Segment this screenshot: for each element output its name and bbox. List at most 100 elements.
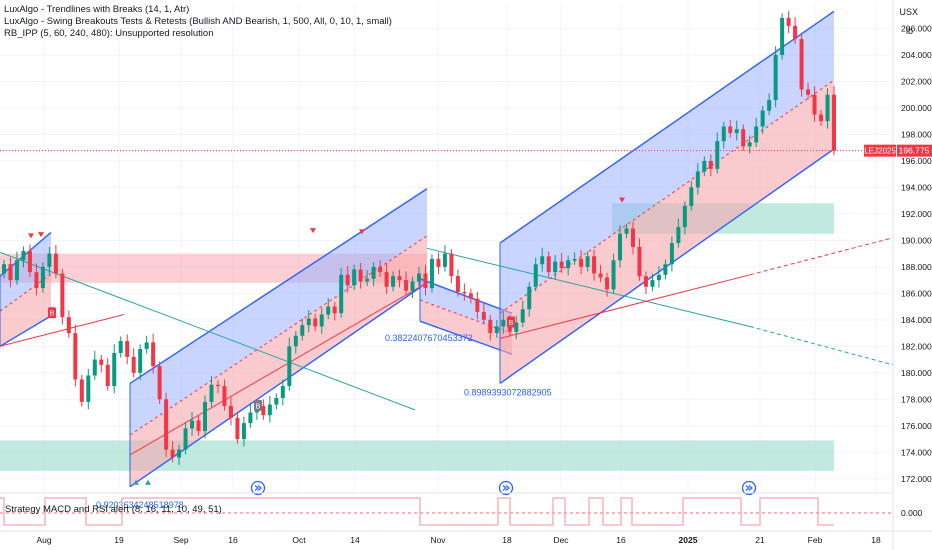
price-tick-label: 206.000 xyxy=(901,23,932,33)
price-tag: LEJ2025 196.775 xyxy=(864,144,932,157)
price-tick-label: 190.000 xyxy=(901,235,932,245)
candle-body xyxy=(760,110,765,127)
candle-body xyxy=(365,278,370,282)
candle-body xyxy=(747,142,752,147)
indicator-line-3[interactable]: RB_IPP (5, 60, 240, 480): Unsupported re… xyxy=(4,28,214,39)
time-tick-label: Dec xyxy=(553,535,569,545)
trendline-teal-ext xyxy=(749,325,894,366)
price-tick-label: 200.000 xyxy=(901,103,932,113)
candle-body xyxy=(494,326,499,334)
price-tick-label: 186.000 xyxy=(901,288,932,298)
sell-marker xyxy=(310,228,316,234)
candle-body xyxy=(2,264,6,274)
signal-badge: B xyxy=(254,399,262,411)
replay-icon-chevron xyxy=(254,485,259,491)
last-price-text: 196.775 xyxy=(899,146,930,156)
candle-body xyxy=(66,317,71,334)
unit-label: lb xyxy=(905,26,913,36)
candle-body xyxy=(682,205,687,228)
candle-body xyxy=(248,412,253,424)
signal-badge-text: B xyxy=(50,311,55,318)
candle-body xyxy=(261,405,266,416)
time-tick-label: Oct xyxy=(292,535,306,545)
candle-body xyxy=(540,256,545,265)
candle-body xyxy=(741,129,746,147)
candle-body xyxy=(669,243,674,265)
indicator-line-2[interactable]: LuxAlgo - Swing Breakouts Tests & Retest… xyxy=(4,16,392,27)
channel-upper-line xyxy=(499,10,835,244)
candle-body xyxy=(449,253,454,277)
time-tick-label: Aug xyxy=(36,535,51,545)
candle-body xyxy=(92,359,97,376)
replay-icon xyxy=(250,480,266,496)
candle-body xyxy=(170,449,175,458)
candle-body xyxy=(190,420,195,429)
candle-body xyxy=(235,417,240,440)
candle-body xyxy=(326,306,331,315)
trendline-red-ext xyxy=(749,237,894,276)
trendline-red xyxy=(499,274,751,339)
time-tick-label: 19 xyxy=(114,535,124,545)
candle-body xyxy=(157,366,162,400)
macd-signal-line xyxy=(0,497,834,526)
sell-marker xyxy=(38,232,44,238)
time-tick-label: 16 xyxy=(228,535,238,545)
time-tick-label: 14 xyxy=(350,535,360,545)
candle-body xyxy=(689,187,694,206)
candle-body xyxy=(611,260,616,290)
channel-lower-line xyxy=(0,315,52,347)
candle-body xyxy=(53,253,58,274)
candle-body xyxy=(780,17,785,55)
trend-lines xyxy=(0,237,894,456)
candle-body xyxy=(695,171,700,188)
candle-body xyxy=(345,274,350,286)
candle-body xyxy=(637,247,642,277)
channel-lower-line xyxy=(419,320,513,355)
candle-body xyxy=(99,359,104,365)
candle-body xyxy=(436,258,441,267)
candle-body xyxy=(34,272,39,289)
channel-upper-fill xyxy=(0,232,51,312)
candle-body xyxy=(300,325,305,336)
price-tick-label: 184.000 xyxy=(901,315,932,325)
time-tick-label: 18 xyxy=(502,535,512,545)
candle-body xyxy=(527,286,532,310)
candle-body xyxy=(481,311,486,320)
trendline-teal xyxy=(0,251,416,411)
candle-body xyxy=(773,54,778,100)
replay-icon-chevron xyxy=(745,485,750,491)
candle-body xyxy=(429,258,434,289)
candle-body xyxy=(546,256,551,273)
currency-label[interactable]: USX xyxy=(899,7,918,17)
trendline-red xyxy=(0,314,125,347)
candle-body xyxy=(209,384,214,402)
indicator-line-1[interactable]: LuxAlgo - Trendlines with Breaks (14, 1,… xyxy=(4,4,190,15)
candle-body xyxy=(203,401,208,432)
channel-1 xyxy=(0,231,52,347)
candle-body xyxy=(475,298,480,312)
time-tick-label: Sep xyxy=(173,535,188,545)
candle-body xyxy=(267,404,272,416)
channel-mid-line xyxy=(0,273,52,312)
candle-body xyxy=(73,333,78,380)
macd-indicator-label[interactable]: Strategy MACD and RSI alert (8, 16, 11, … xyxy=(5,504,222,515)
indicator-legend: LuxAlgo - Trendlines with Breaks (14, 1,… xyxy=(4,4,392,40)
candle-body xyxy=(164,399,169,450)
candle-body xyxy=(605,277,610,290)
candle-body xyxy=(825,94,830,122)
candle-body xyxy=(462,292,467,294)
candle-body xyxy=(767,100,772,111)
channel-lower-fill xyxy=(500,80,834,384)
channel-upper-fill xyxy=(130,188,427,436)
candle-body xyxy=(702,160,707,172)
candle-body xyxy=(410,281,415,291)
last-price-box xyxy=(897,144,932,157)
candle-body xyxy=(241,423,246,440)
demand-zone-box xyxy=(0,440,834,471)
price-tick-label: 202.000 xyxy=(901,76,932,86)
candle-body xyxy=(423,273,428,289)
candle-body xyxy=(384,272,389,287)
time-tick-label: 21 xyxy=(755,535,765,545)
